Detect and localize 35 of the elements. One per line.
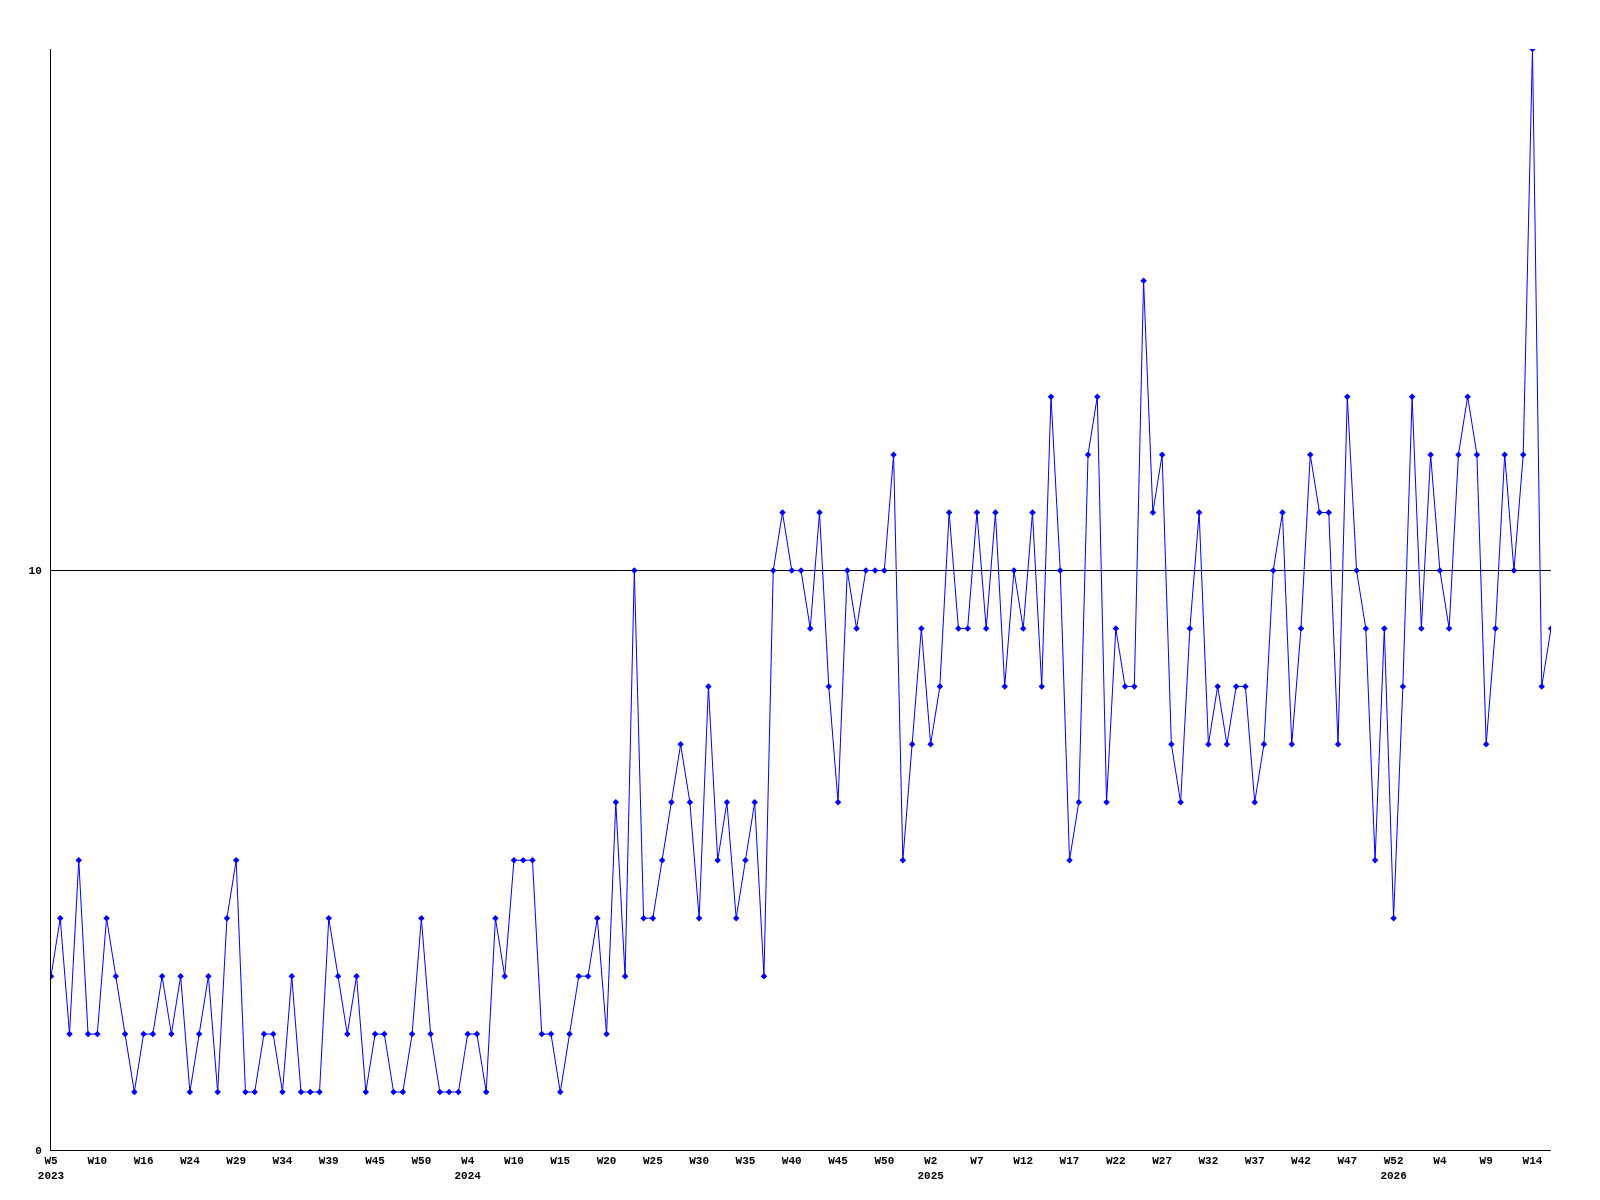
x-tick-label: W17 [1059,1155,1080,1168]
x-tick-label: W30 [689,1155,710,1168]
x-tick-label: W2 2025 [917,1155,945,1182]
x-tick-label: W45 [365,1155,386,1168]
x-tick-label: W50 [411,1155,432,1168]
x-tick-label: W20 [596,1155,617,1168]
x-tick-label: W5 2023 [37,1155,65,1182]
x-tick-label: W35 [735,1155,756,1168]
x-tick-label: W10 [504,1155,524,1168]
x-tick-label: W4 [1433,1155,1447,1168]
x-tick-label: W40 [781,1155,802,1168]
y-tick-label: 0 [35,1144,42,1157]
x-tick-label: W34 [272,1155,293,1168]
x-tick-label: W47 [1337,1155,1358,1168]
x-tick-label: W25 [642,1155,664,1168]
y-tick-label: 10 [28,565,42,578]
x-tick-label: W50 [874,1155,895,1168]
x-tick-label: W24 [179,1155,201,1168]
x-tick-label: W29 [226,1155,247,1168]
x-tick-label: W7 [970,1155,984,1168]
x-tick-label: W45 [828,1155,849,1168]
x-tick-label: W37 [1244,1155,1265,1168]
x-tick-label: W9 [1479,1155,1493,1168]
x-tick-label: W39 [318,1155,339,1168]
x-tick-label: W14 [1522,1155,1543,1168]
x-tick-label: W27 [1152,1155,1173,1168]
x-tick-label: W22 [1105,1155,1126,1168]
x-tick-label: W15 [550,1155,571,1168]
x-tick-label: W12 [1013,1155,1034,1168]
x-tick-label: W32 [1198,1155,1219,1168]
x-tick-label: W4 2024 [454,1155,482,1182]
x-tick-label: W52 2026 [1380,1155,1407,1182]
x-tick-label: W16 [133,1155,154,1168]
x-tick-label: W10 [87,1155,108,1168]
x-tick-label: W42 [1291,1155,1311,1168]
